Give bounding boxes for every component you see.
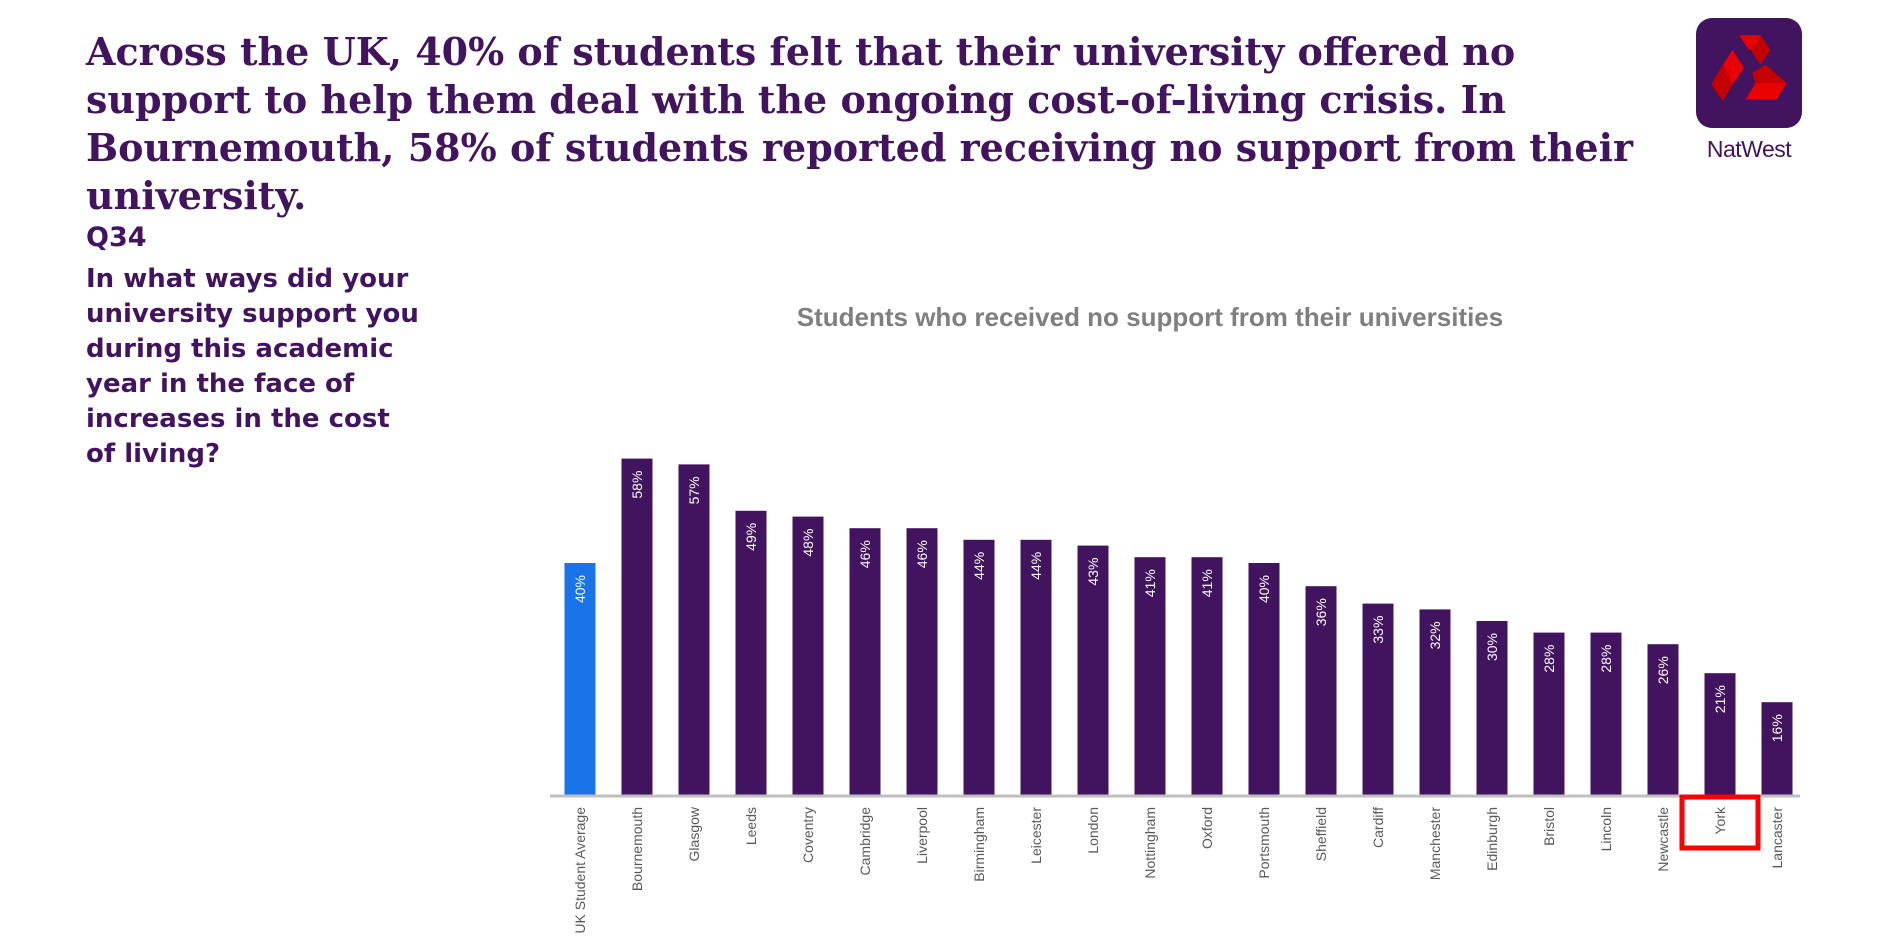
data-label: 32% bbox=[1427, 621, 1443, 649]
data-label: 57% bbox=[686, 476, 702, 504]
x-tick-label: Liverpool bbox=[914, 807, 930, 864]
headline: Across the UK, 40% of students felt that… bbox=[86, 29, 1634, 218]
x-tick-label: UK Student Average bbox=[572, 807, 588, 934]
data-label: 48% bbox=[800, 529, 816, 557]
bar bbox=[678, 464, 710, 795]
x-tick-label: Bristol bbox=[1541, 807, 1557, 846]
x-tick-label: Birmingham bbox=[971, 807, 987, 882]
bar bbox=[1077, 545, 1109, 795]
data-label: 33% bbox=[1370, 616, 1386, 644]
bar bbox=[1590, 632, 1622, 795]
bar bbox=[792, 516, 824, 795]
x-tick-label: Leicester bbox=[1028, 807, 1044, 864]
highlight-box bbox=[1679, 794, 1761, 851]
data-label: 30% bbox=[1484, 633, 1500, 661]
bar bbox=[1761, 702, 1793, 795]
x-tick-label: Edinburgh bbox=[1484, 807, 1500, 871]
x-tick-label: Cambridge bbox=[857, 807, 873, 876]
x-tick-label: Leeds bbox=[743, 807, 759, 845]
data-label: 43% bbox=[1085, 558, 1101, 586]
data-label: 41% bbox=[1142, 569, 1158, 597]
brand-logo: NatWest bbox=[1694, 18, 1804, 163]
data-label: 58% bbox=[629, 471, 645, 499]
data-label: 16% bbox=[1769, 714, 1785, 742]
x-tick-label: Coventry bbox=[800, 807, 816, 863]
chart-title: Students who received no support from th… bbox=[797, 302, 1503, 332]
data-label: 46% bbox=[857, 540, 873, 568]
bar bbox=[1134, 557, 1166, 795]
bar bbox=[906, 528, 938, 795]
data-label: 44% bbox=[971, 552, 987, 580]
data-label: 40% bbox=[1256, 575, 1272, 603]
bar bbox=[735, 510, 767, 795]
bar bbox=[1020, 539, 1052, 795]
bar bbox=[1362, 603, 1394, 795]
bar bbox=[1533, 632, 1565, 795]
x-tick-label: London bbox=[1085, 807, 1101, 854]
x-tick-label: Lincoln bbox=[1598, 807, 1614, 851]
x-tick-label: Portsmouth bbox=[1256, 807, 1272, 879]
x-tick-label: York bbox=[1712, 806, 1728, 835]
bar bbox=[564, 563, 596, 795]
data-label: 28% bbox=[1598, 645, 1614, 673]
x-tick-label: Newcastle bbox=[1655, 807, 1671, 872]
bar bbox=[849, 528, 881, 795]
data-label: 26% bbox=[1655, 656, 1671, 684]
x-tick-label: Cardiff bbox=[1370, 807, 1386, 848]
x-tick-label: Sheffield bbox=[1313, 807, 1329, 861]
brand-name: NatWest bbox=[1706, 136, 1792, 162]
bar bbox=[1191, 557, 1223, 795]
data-label: 46% bbox=[914, 540, 930, 568]
question-text: In what ways did your university support… bbox=[86, 264, 419, 469]
data-label: 44% bbox=[1028, 552, 1044, 580]
bar bbox=[1419, 609, 1451, 795]
bar bbox=[1476, 621, 1508, 795]
x-tick-label: Lancaster bbox=[1769, 807, 1785, 869]
bar bbox=[1704, 673, 1736, 795]
x-tick-label: Nottingham bbox=[1142, 807, 1158, 879]
data-label: 40% bbox=[572, 575, 588, 603]
natwest-cubes-icon bbox=[1696, 18, 1802, 128]
data-label: 21% bbox=[1712, 685, 1728, 713]
data-label: 36% bbox=[1313, 598, 1329, 626]
bar bbox=[963, 539, 995, 795]
x-tick-label: Manchester bbox=[1427, 807, 1443, 880]
data-label: 41% bbox=[1199, 569, 1215, 597]
bar bbox=[1647, 644, 1679, 795]
question-number: Q34 bbox=[86, 222, 147, 253]
bar bbox=[621, 458, 653, 795]
x-tick-label: Oxford bbox=[1199, 807, 1215, 849]
data-label: 28% bbox=[1541, 645, 1557, 673]
data-label: 49% bbox=[743, 523, 759, 551]
bar bbox=[1305, 586, 1337, 795]
x-tick-label: Bournemouth bbox=[629, 807, 645, 891]
bar bbox=[1248, 563, 1280, 795]
x-tick-label: Glasgow bbox=[686, 806, 702, 861]
